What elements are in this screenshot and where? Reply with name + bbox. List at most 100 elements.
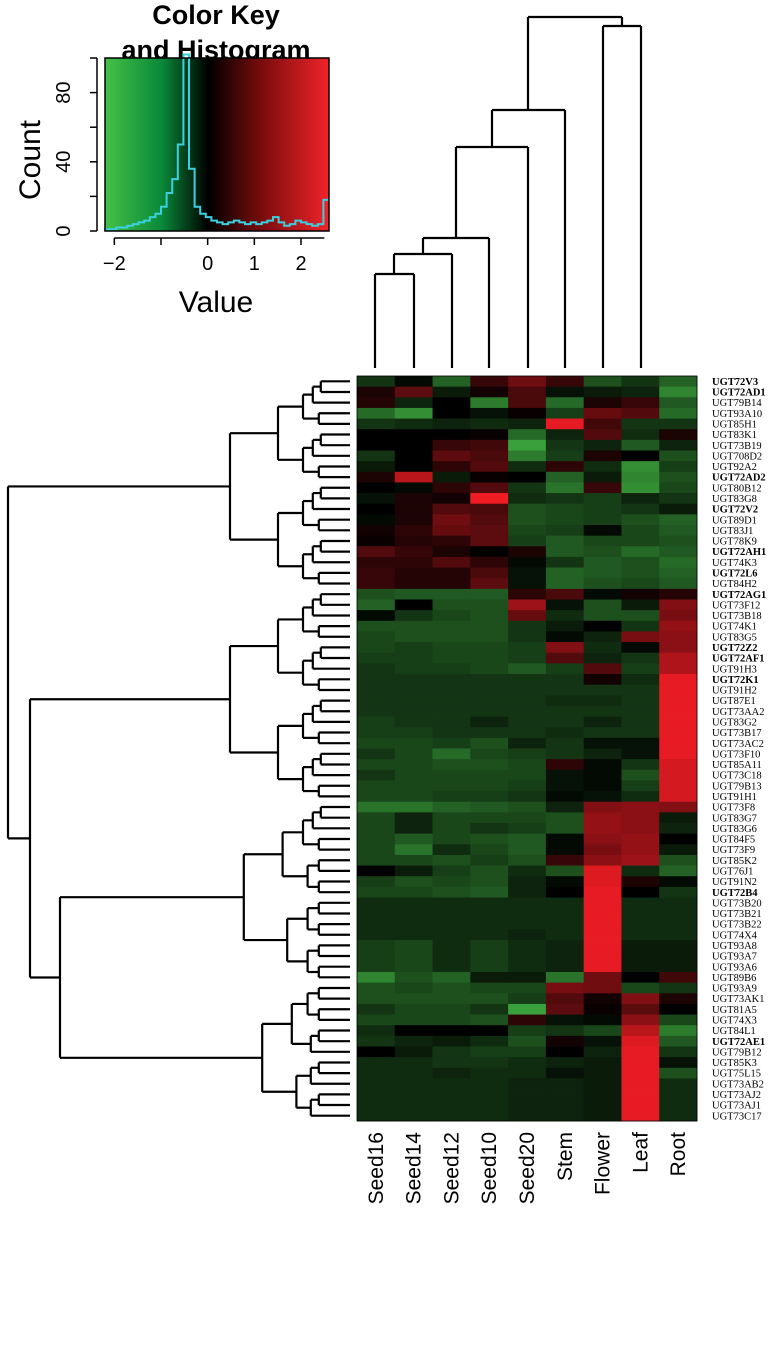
heatmap-cell xyxy=(621,642,660,654)
heatmap-cell xyxy=(357,940,396,952)
heatmap-cell xyxy=(583,482,622,494)
heatmap-cell xyxy=(621,823,660,835)
heatmap-cell xyxy=(621,535,660,547)
heatmap-cell xyxy=(545,961,585,973)
column-dendrogram xyxy=(373,15,643,368)
heatmap-cell xyxy=(394,812,433,824)
heatmap-cell xyxy=(357,546,396,558)
heatmap-cell xyxy=(394,748,433,760)
heatmap-cell xyxy=(394,386,433,398)
gene-label: UGT73AB2 xyxy=(712,1079,764,1090)
heatmap-frame xyxy=(356,375,698,1122)
heatmap-cell xyxy=(583,546,622,558)
heatmap-cell xyxy=(621,461,660,473)
heatmap-cell xyxy=(394,844,433,856)
heatmap-cell xyxy=(432,950,471,962)
heatmap-cell xyxy=(659,695,698,707)
heatmap-cell xyxy=(545,854,585,866)
x-tick-label: −2 xyxy=(103,253,126,275)
heatmap-cell xyxy=(659,429,698,441)
heatmap-cell xyxy=(394,663,433,675)
heatmap-cell xyxy=(432,812,471,824)
heatmap-cell xyxy=(508,865,547,877)
gene-label: UGT83G7 xyxy=(712,813,757,824)
heatmap-cell xyxy=(621,588,660,600)
heatmap-cell xyxy=(659,1110,698,1122)
heatmap-cell xyxy=(621,418,660,430)
heatmap-cell xyxy=(583,674,622,686)
heatmap-cell xyxy=(545,1078,585,1090)
heatmap-cell xyxy=(621,1099,660,1111)
gene-label: UGT83G5 xyxy=(712,632,757,643)
heatmap-cell xyxy=(432,961,471,973)
heatmap-cell xyxy=(357,663,396,675)
heatmap-cell xyxy=(394,705,433,717)
heatmap-cell xyxy=(508,716,547,728)
heatmap-cell xyxy=(432,705,471,717)
heatmap-cell xyxy=(357,812,396,824)
color-key-title-line1: Color Key xyxy=(152,0,280,30)
heatmap-cell xyxy=(621,503,660,515)
heatmap-cell xyxy=(545,556,585,568)
heatmap-cell xyxy=(659,993,698,1005)
heatmap-cell xyxy=(659,493,698,505)
heatmap-cell xyxy=(545,514,585,526)
heatmap-cell xyxy=(470,993,509,1005)
heatmap-cell xyxy=(545,950,585,962)
heatmap-cell xyxy=(659,461,698,473)
column-label: Flower xyxy=(592,1132,615,1195)
heatmap-cell xyxy=(394,1078,433,1090)
heatmap-cell xyxy=(357,769,396,781)
heatmap-cell xyxy=(583,1003,622,1015)
heatmap-cell xyxy=(508,940,547,952)
heatmap-cell xyxy=(583,844,622,856)
heatmap-cell xyxy=(508,418,547,430)
gene-label: UGT73F8 xyxy=(712,803,755,814)
heatmap-cell xyxy=(394,854,433,866)
heatmap-cell xyxy=(508,780,547,792)
gene-label: UGT73C17 xyxy=(712,1111,762,1122)
gene-label: UGT72AD1 xyxy=(712,388,766,399)
heatmap-cell xyxy=(583,397,622,409)
gene-label: UGT89D1 xyxy=(712,515,757,526)
heatmap-cell xyxy=(621,631,660,643)
color-key-histogram xyxy=(104,53,329,231)
heatmap-cell xyxy=(394,1003,433,1015)
heatmap-cell xyxy=(432,588,471,600)
heatmap-cell xyxy=(545,1067,585,1079)
heatmap-cell xyxy=(394,652,433,664)
heatmap-cell xyxy=(583,929,622,941)
heatmap-cell xyxy=(357,652,396,664)
heatmap-cell xyxy=(659,376,698,388)
heatmap-cell xyxy=(432,642,471,654)
heatmap-cell xyxy=(394,769,433,781)
heatmap-cell xyxy=(545,1025,585,1037)
heatmap-cell xyxy=(432,780,471,792)
heatmap-cell xyxy=(621,493,660,505)
heatmap-cell xyxy=(508,1057,547,1069)
heatmap-cell xyxy=(545,737,585,749)
heatmap-cell xyxy=(394,780,433,792)
heatmap-cell xyxy=(470,918,509,930)
heatmap-cell xyxy=(583,599,622,611)
heatmap-cell xyxy=(621,652,660,664)
heatmap-cell xyxy=(545,493,585,505)
heatmap-cell xyxy=(432,1110,471,1122)
heatmap-cell xyxy=(432,376,471,388)
heatmap-cell xyxy=(394,759,433,771)
heatmap-cell xyxy=(545,1110,585,1122)
heatmap-cell xyxy=(432,854,471,866)
heatmap-cell xyxy=(621,578,660,590)
gene-label: UGT73AK1 xyxy=(712,994,765,1005)
heatmap-cell xyxy=(659,471,698,483)
heatmap-cell xyxy=(583,556,622,568)
heatmap-cell xyxy=(432,578,471,590)
heatmap-cell xyxy=(545,972,585,984)
heatmap-cell xyxy=(621,599,660,611)
heatmap-cell xyxy=(394,940,433,952)
heatmap-cell xyxy=(357,833,396,845)
heatmap-cell xyxy=(470,1110,509,1122)
heatmap-cell xyxy=(394,716,433,728)
heatmap-cell xyxy=(583,376,622,388)
